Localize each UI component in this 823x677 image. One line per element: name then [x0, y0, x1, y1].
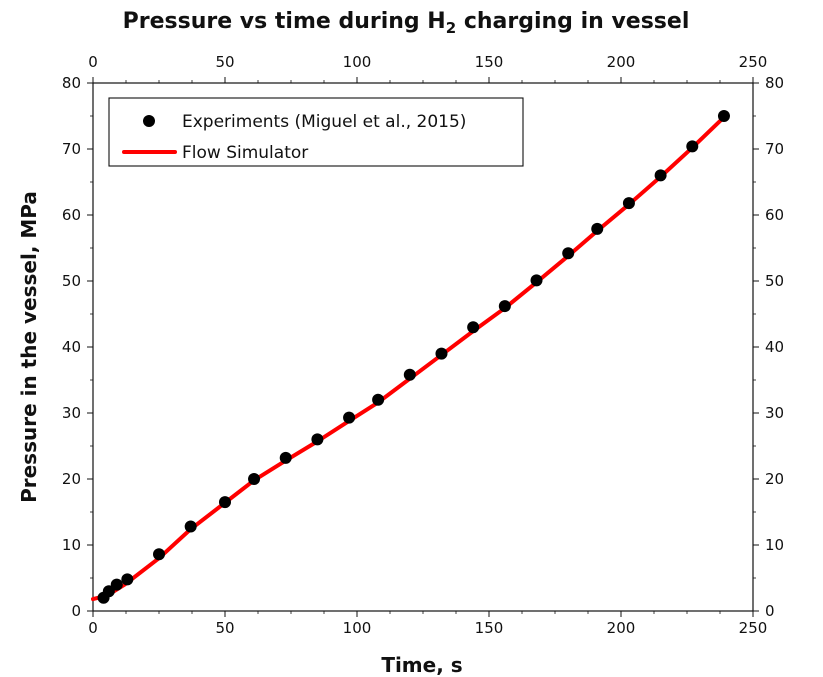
y-right-tick-label: 30: [765, 404, 784, 422]
x-top-tick-label: 150: [475, 53, 504, 71]
experiment-point: [121, 573, 134, 586]
y-right-tick-label: 50: [765, 272, 784, 290]
legend: Experiments (Miguel et al., 2015) Flow S…: [108, 97, 524, 167]
legend-label-flow-simulator: Flow Simulator: [182, 143, 308, 163]
x-bottom-tick-label: 200: [607, 619, 636, 637]
experiment-point: [184, 520, 197, 533]
x-bottom-tick-label: 50: [215, 619, 234, 637]
experiment-point: [717, 110, 730, 122]
experiment-point: [622, 197, 635, 210]
experiment-point: [654, 169, 667, 182]
x-top-tick-label: 200: [607, 53, 636, 71]
chart-title-prefix: Pressure vs time during H: [123, 9, 446, 34]
experiment-point: [279, 451, 292, 464]
x-top-tick-label: 0: [88, 53, 98, 71]
experiment-point: [562, 247, 575, 260]
experiment-point: [153, 548, 165, 561]
y-right-tick-label: 10: [765, 536, 784, 554]
x-bottom-tick-label: 150: [475, 619, 504, 637]
plot-area-frame: [92, 82, 754, 612]
experiment-point: [311, 433, 324, 446]
y-left-tick-label: 0: [71, 602, 81, 620]
legend-box: [108, 97, 524, 167]
y-left-tick-label: 10: [62, 536, 81, 554]
y-left-tick-label: 70: [62, 140, 81, 158]
x-bottom-tick-label: 0: [88, 619, 98, 637]
y-left-tick-label: 30: [62, 404, 81, 422]
experiment-point: [248, 473, 261, 485]
experiment-point: [591, 222, 604, 235]
legend-marker-experiments: [143, 115, 155, 127]
experiment-point: [403, 368, 416, 381]
x-top-tick-label: 250: [739, 53, 768, 71]
x-bottom-tick-label: 250: [739, 619, 768, 637]
x-axis-label: Time, s: [381, 653, 462, 677]
experiment-point: [102, 585, 115, 598]
experiment-point: [686, 140, 699, 153]
chart-title-subscript: 2: [446, 19, 456, 37]
experiment-point: [467, 321, 480, 334]
y-right-tick-label: 20: [765, 470, 784, 488]
y-left-tick-label: 60: [62, 206, 81, 224]
y-left-tick-label: 80: [62, 74, 81, 92]
experiment-point: [219, 496, 231, 509]
y-right-tick-label: 70: [765, 140, 784, 158]
chart-title: Pressure vs time during H2 charging in v…: [123, 9, 690, 37]
y-left-tick-label: 50: [62, 272, 81, 290]
experiment-point: [530, 274, 543, 287]
y-left-tick-label: 40: [62, 338, 81, 356]
y-axis-label: Pressure in the vessel, MPa: [17, 191, 41, 503]
experiment-point: [343, 411, 356, 424]
experiment-point: [372, 393, 385, 406]
y-left-tick-label: 20: [62, 470, 81, 488]
experiment-point: [498, 300, 511, 313]
legend-label-experiments: Experiments (Miguel et al., 2015): [182, 112, 466, 132]
series-layer: [91, 110, 730, 604]
y-right-tick-label: 60: [765, 206, 784, 224]
y-right-tick-label: 0: [765, 602, 775, 620]
x-top-tick-label: 50: [215, 53, 234, 71]
y-right-tick-label: 80: [765, 74, 784, 92]
chart-title-suffix: charging in vessel: [456, 9, 689, 34]
experiment-point: [435, 347, 448, 360]
x-top-tick-label: 100: [343, 53, 372, 71]
experiment-point: [110, 578, 123, 591]
x-bottom-tick-label: 100: [343, 619, 372, 637]
y-right-tick-label: 40: [765, 338, 784, 356]
